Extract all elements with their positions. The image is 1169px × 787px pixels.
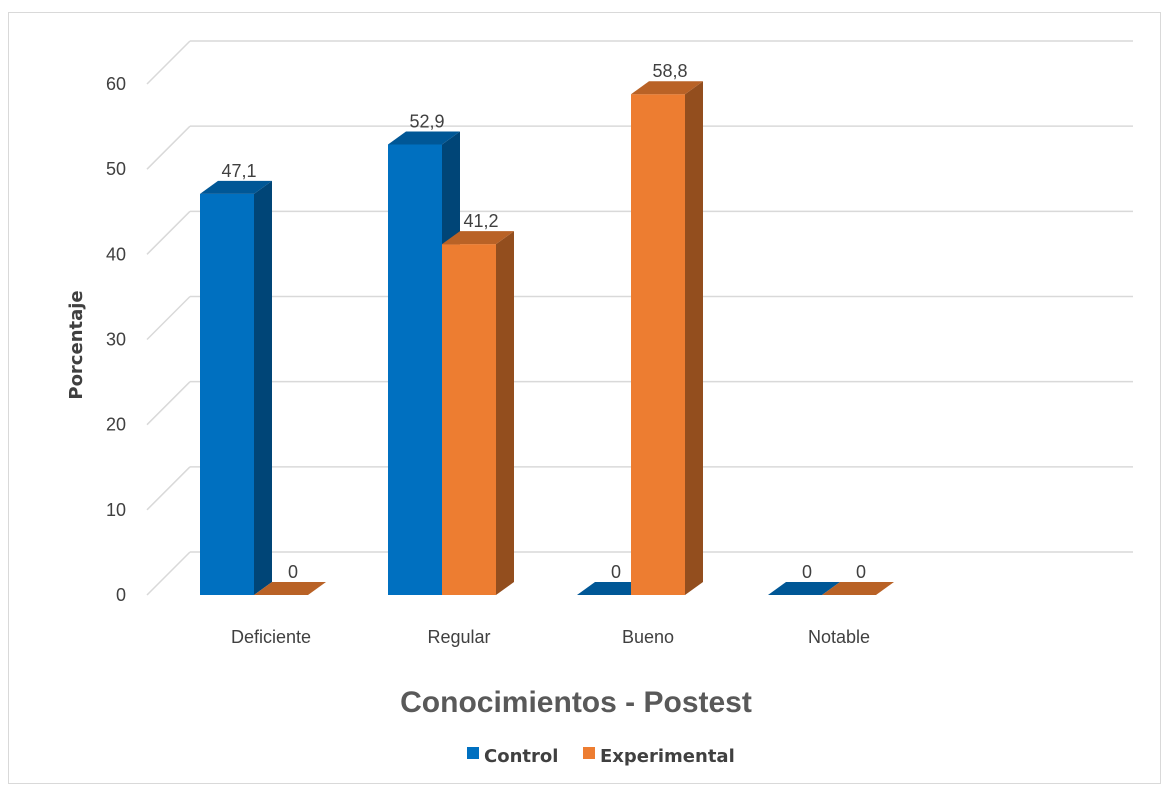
gridline-diagonal: [146, 381, 191, 426]
data-label: 0: [611, 562, 621, 582]
gridline-diagonal: [146, 125, 191, 170]
y-tick-label: 10: [106, 500, 126, 520]
bar-control-notable: [768, 582, 840, 595]
data-label: 47,1: [221, 161, 256, 181]
bar-front-face: [200, 193, 254, 596]
data-label: 0: [802, 562, 812, 582]
bar-experimental-deficiente: [254, 582, 326, 595]
bar-side-face: [496, 231, 514, 595]
bar-side-face: [254, 180, 272, 596]
bar-experimental-notable: [822, 582, 894, 595]
gridline-diagonal: [146, 210, 191, 255]
y-axis-title: Porcentaje: [66, 290, 87, 399]
chart-title: Conocimientos - Postest: [400, 686, 752, 719]
bar-control-deficiente: [200, 180, 272, 596]
bar-experimental-bueno: [631, 81, 703, 596]
bar-front-face: [388, 144, 442, 596]
x-tick-label: Notable: [808, 627, 870, 647]
y-tick-label: 40: [106, 244, 126, 264]
x-tick-label: Bueno: [622, 627, 674, 647]
bar-front-face: [442, 244, 496, 595]
labels-layer: 0 10 20 30 40 50 60 47,1 0 Deficiente 52,9 41,2 Regu…: [106, 61, 870, 647]
bar-top-face: [631, 81, 703, 95]
bar-front-face: [631, 94, 685, 595]
y-tick-label: 60: [106, 74, 126, 94]
gridline-diagonal: [146, 551, 191, 596]
bar-top-face: [200, 180, 272, 194]
data-label: 0: [288, 562, 298, 582]
bars-layer: [200, 81, 894, 596]
y-tick-label: 20: [106, 415, 126, 435]
gridline-diagonal: [146, 40, 191, 85]
x-tick-label: Deficiente: [231, 627, 311, 647]
legend-label-experimental: Experimental: [600, 746, 735, 767]
gridline-diagonal: [146, 466, 191, 511]
data-label: 0: [856, 562, 866, 582]
bar-top-face: [388, 131, 460, 145]
y-tick-label: 50: [106, 159, 126, 179]
gridline-diagonal: [146, 295, 191, 341]
bar-top-face: [442, 231, 514, 245]
data-label: 52,9: [409, 111, 444, 131]
legend-swatch-control: [467, 747, 479, 759]
data-label: 41,2: [463, 211, 498, 231]
bar-experimental-regular: [442, 231, 514, 595]
legend-label-control: Control: [484, 746, 558, 767]
y-tick-label: 30: [106, 330, 126, 350]
x-tick-label: Regular: [427, 627, 490, 647]
data-label: 58,8: [652, 61, 687, 81]
bar-top-face: [822, 582, 894, 595]
legend: Control Experimental: [467, 746, 735, 767]
y-tick-label: 0: [116, 585, 126, 605]
bar-top-face: [768, 582, 840, 595]
bar-top-face: [254, 582, 326, 595]
legend-swatch-experimental: [583, 747, 595, 759]
bar-side-face: [685, 81, 703, 596]
